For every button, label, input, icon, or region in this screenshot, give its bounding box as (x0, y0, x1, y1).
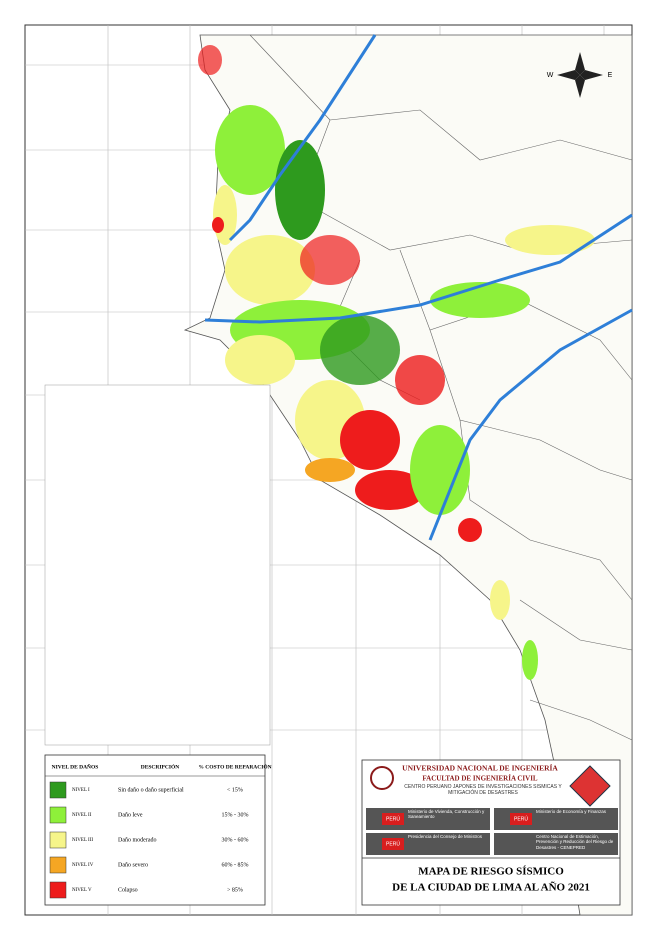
compass-west: W (547, 72, 554, 79)
district-table (44, 384, 271, 746)
partner-name-box: Presidencia del Consejo de Ministros (408, 834, 483, 839)
partner-name: Centro Nacional de Estimación, Prevenció… (536, 834, 614, 850)
legend-description: Daño severo (118, 862, 148, 868)
uni-logo (370, 766, 394, 790)
title-block: UNIVERSIDAD NACIONAL DE INGENIERÍA FACUL… (361, 759, 621, 906)
legend-level: NIVEL III (72, 838, 93, 843)
legend-level: NIVEL IV (72, 863, 94, 868)
map-title: MAPA DE RIESGO SÍSMICO (418, 866, 564, 878)
legend-header: % COSTO DE REPARACIÓN (198, 762, 271, 770)
legend-level: NIVEL I (72, 788, 90, 793)
legend-cost: > 85% (227, 887, 243, 893)
legend-description: Daño leve (118, 812, 143, 818)
legend-swatch (49, 806, 67, 824)
center-name: CENTRO PERUANO JAPONÉS DE INVESTIGACIONE… (404, 784, 562, 796)
legend-header: DESCRIPCIÓN (141, 762, 180, 770)
legend-description: Sin daño o daño superficial (118, 786, 184, 793)
river (204, 213, 633, 324)
partner-badge-bg (382, 813, 404, 825)
partner-badge: PERÚ (386, 840, 400, 847)
partner-badge-bg (382, 838, 404, 850)
compass: W E (547, 52, 613, 98)
legend-level: NIVEL V (72, 888, 92, 893)
legend-level: NIVEL II (72, 813, 92, 818)
map-title: DE LA CIUDAD DE LIMA AL AÑO 2021 (392, 882, 590, 894)
legend-cost: 30% - 60% (222, 837, 249, 843)
partner-name: Presidencia del Consejo de Ministros (408, 834, 483, 839)
institution-name: UNIVERSIDAD NACIONAL DE INGENIERÍA (402, 763, 558, 773)
legend-swatch (49, 781, 67, 799)
legend-cost: < 15% (227, 787, 243, 793)
center-logo (569, 765, 611, 807)
legend-cost: 60% - 85% (222, 862, 249, 868)
compass-east: E (608, 72, 613, 79)
partner-box (494, 833, 618, 855)
partner-name: Ministerio de Economía y Finanzas (536, 809, 607, 814)
legend-description: Colapso (118, 887, 138, 893)
legend-swatch (49, 881, 67, 899)
risk-zones (198, 45, 595, 680)
partner-badge-bg (510, 813, 532, 825)
legend-cost: 15% - 30% (222, 812, 249, 818)
legend: NIVEL DE DAÑOS DESCRIPCIÓN % COSTO DE REPA… (44, 754, 272, 906)
legend-swatch (49, 831, 67, 849)
river (228, 34, 377, 242)
river (428, 308, 633, 541)
partner-badge: PERÚ (386, 815, 400, 822)
partner-name: Ministerio de Vivienda, Construcción y S… (408, 809, 485, 820)
partner-name-box: Centro Nacional de Estimación, Prevenció… (536, 834, 614, 850)
partner-badge: PERÚ (514, 815, 528, 822)
legend-description: Daño moderado (118, 837, 157, 843)
legend-swatch (49, 856, 67, 874)
partner-name-box: Ministerio de Economía y Finanzas (536, 809, 607, 814)
legend-header: NIVEL DE DAÑOS (52, 762, 99, 770)
partner-name-box: Ministerio de Vivienda, Construcción y S… (408, 809, 485, 820)
faculty: FACULTAD DE INGENIERÍA CIVIL (422, 775, 538, 783)
